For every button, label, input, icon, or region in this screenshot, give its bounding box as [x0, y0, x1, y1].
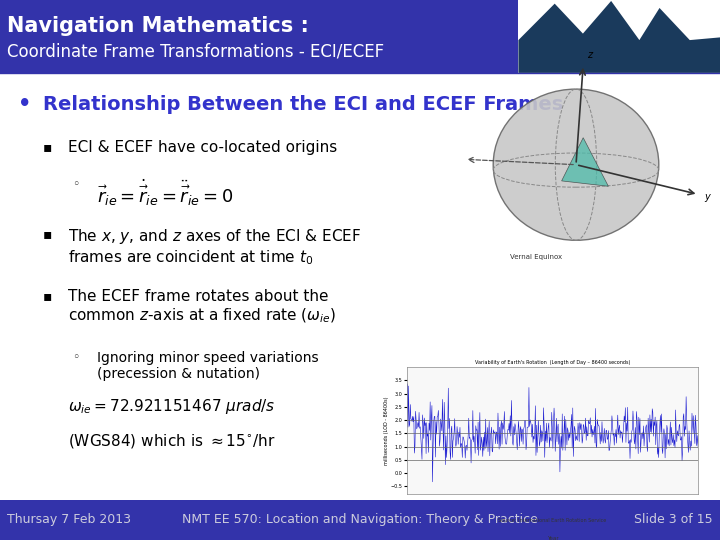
Text: Ignoring minor speed variations
(precession & nutation): Ignoring minor speed variations (precess… — [97, 351, 319, 381]
Text: Source: International Earth Rotation Service: Source: International Earth Rotation Ser… — [498, 518, 607, 523]
Text: The ECEF frame rotates about the
common $z$-axis at a fixed rate ($\omega_{ie}$): The ECEF frame rotates about the common … — [68, 289, 336, 325]
Text: ◦: ◦ — [72, 178, 79, 191]
Text: $\vec{r}_{ie} = \dot{\vec{r}}_{ie} = \ddot{\vec{r}}_{ie} = 0$: $\vec{r}_{ie} = \dot{\vec{r}}_{ie} = \dd… — [97, 178, 233, 208]
Text: Thursay 7 Feb 2013: Thursay 7 Feb 2013 — [7, 513, 131, 526]
Text: Navigation Mathematics :: Navigation Mathematics : — [7, 16, 309, 36]
Text: Year: Year — [546, 536, 559, 540]
Text: $\omega_{ie} = 72.921151467\ \mu rad/s$: $\omega_{ie} = 72.921151467\ \mu rad/s$ — [68, 397, 276, 416]
Text: NEW MEXICO TECH: NEW MEXICO TECH — [571, 45, 667, 54]
Text: ▪: ▪ — [43, 289, 53, 303]
Text: Vernal Equinox: Vernal Equinox — [510, 254, 562, 260]
FancyBboxPatch shape — [518, 0, 720, 73]
Text: $y$: $y$ — [703, 192, 712, 204]
Y-axis label: milliseconds (LOD - 86400s): milliseconds (LOD - 86400s) — [384, 396, 390, 465]
Text: Slide 3 of 15: Slide 3 of 15 — [634, 513, 713, 526]
Polygon shape — [562, 138, 608, 186]
Text: Relationship Between the ECI and ECEF Frames: Relationship Between the ECI and ECEF Fr… — [43, 94, 564, 113]
Text: SCIENCE • ENGINEERING • RESEARCH UNIVERSITY: SCIENCE • ENGINEERING • RESEARCH UNIVERS… — [554, 60, 685, 65]
Text: ▪: ▪ — [43, 227, 53, 241]
Text: •: • — [18, 94, 32, 114]
Ellipse shape — [493, 89, 659, 240]
Text: NMT EE 570: Location and Navigation: Theory & Practice: NMT EE 570: Location and Navigation: The… — [182, 513, 538, 526]
Text: ▪: ▪ — [43, 140, 53, 154]
Title: Variability of Earth's Rotation  (Length of Day – 86400 seconds): Variability of Earth's Rotation (Length … — [475, 360, 630, 366]
Polygon shape — [518, 1, 720, 73]
Text: $z$: $z$ — [587, 50, 594, 60]
Text: ECI & ECEF have co-located origins: ECI & ECEF have co-located origins — [68, 140, 338, 156]
Text: (WGS84) which is $\approx 15^{\circ}$/hr: (WGS84) which is $\approx 15^{\circ}$/hr — [68, 432, 276, 450]
FancyBboxPatch shape — [0, 0, 720, 73]
Text: The $x$, $y$, and $z$ axes of the ECI & ECEF
frames are coincident at time $t_0$: The $x$, $y$, and $z$ axes of the ECI & … — [68, 227, 361, 267]
FancyBboxPatch shape — [0, 500, 720, 540]
Text: Coordinate Frame Transformations - ECI/ECEF: Coordinate Frame Transformations - ECI/E… — [7, 42, 384, 60]
Text: ◦: ◦ — [72, 351, 79, 364]
